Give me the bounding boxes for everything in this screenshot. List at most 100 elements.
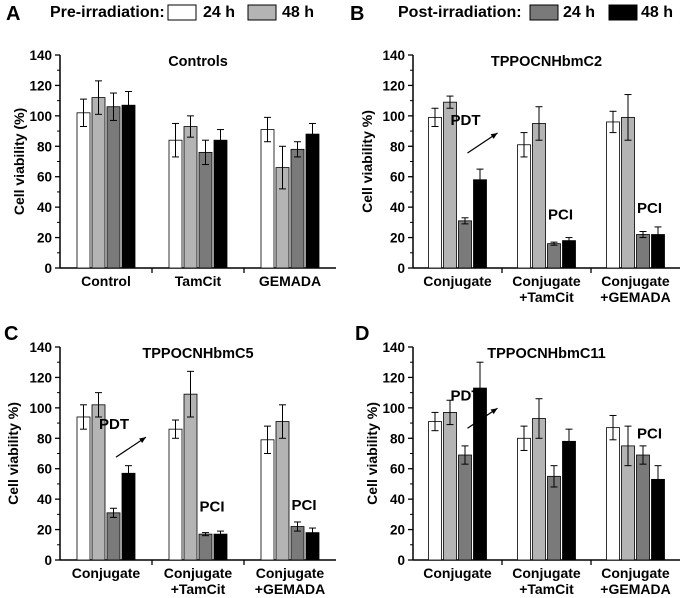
- y-tick-label: 100: [382, 109, 405, 124]
- legend-post-48h-label: 48 h: [641, 4, 673, 21]
- panel-c: C TPPOCNHbmC5 Cell viability %) 0 20 40 60 80 10…: [4, 323, 336, 597]
- bar-d-g1-s2: [547, 475, 561, 561]
- x-category-label: Control: [81, 273, 131, 289]
- y-tick-label: 0: [44, 553, 52, 568]
- bar-a-g0-s2: [106, 106, 121, 269]
- x-category-label: +TamCit: [171, 581, 226, 597]
- bar-c-g1-s3: [213, 533, 228, 561]
- bar-d-g1-s1: [532, 418, 546, 561]
- chart-title: TPPOCNHbmC11: [487, 346, 605, 362]
- annotation-pdt: PDT: [451, 112, 481, 129]
- bar-c-g0-s3: [121, 472, 136, 561]
- y-tick-label: 100: [29, 401, 52, 416]
- y-tick-label: 20: [390, 523, 405, 538]
- pdt-arrow-head: [139, 437, 146, 444]
- annotation-pdt: PDT: [451, 387, 481, 404]
- pdt-arrow-head: [490, 408, 498, 415]
- x-category-label: Conjugate: [164, 565, 233, 581]
- legend-pre-24h-swatch: [167, 4, 197, 21]
- legend-pre-48h-label: 48 h: [282, 4, 314, 21]
- y-tick-label: 60: [390, 462, 405, 477]
- y-tick-label: 20: [390, 231, 405, 246]
- y-tick-label: 40: [390, 200, 405, 215]
- y-tick-label: 60: [37, 462, 52, 477]
- y-tick-label: 60: [390, 170, 405, 185]
- y-tick-label: 40: [37, 200, 52, 215]
- x-category-label: +TamCit: [519, 581, 574, 597]
- chart-title: TPPOCNHbmC2: [491, 54, 602, 70]
- x-category-label: Conjugate: [512, 565, 581, 581]
- x-category-label: Conjugate: [512, 273, 581, 289]
- x-category-label: Conjugate: [423, 273, 492, 289]
- panel-b: B TPPOCNHbmC2 Cell viability %) 0 20 40 60 80 10…: [350, 3, 680, 305]
- bar-d-g1-s3: [562, 440, 576, 561]
- panel-a: A Controls Cell viability (%) 0 20 40 60 80 100 1…: [6, 3, 336, 289]
- bar-b-g0-s2: [458, 220, 472, 269]
- x-category-label: +GEMADA: [255, 581, 325, 597]
- y-tick-label: 140: [29, 48, 52, 63]
- y-tick-label: 80: [390, 431, 405, 446]
- bar-c-g1-s2: [198, 533, 213, 561]
- x-category-label: GEMADA: [259, 273, 321, 289]
- bar-a-g0-s3: [121, 104, 136, 269]
- y-tick-label: 100: [29, 109, 52, 124]
- annotation-pci: PCI: [291, 497, 316, 514]
- bar-a-g1-s2: [198, 151, 213, 269]
- y-tick-label: 20: [37, 231, 52, 246]
- bar-a-g1-s0: [168, 139, 183, 269]
- y-tick-label: 80: [390, 139, 405, 154]
- y-tick-label: 20: [37, 523, 52, 538]
- legend-post-48h-swatch: [608, 4, 638, 21]
- bar-c-g1-s1: [183, 393, 198, 561]
- bar-c-g0-s0: [76, 416, 91, 561]
- bar-a-g1-s3: [213, 139, 228, 269]
- bar-d-g2-s2: [636, 454, 650, 561]
- bar-c-g0-s2: [106, 512, 121, 561]
- y-tick-label: 140: [382, 48, 405, 63]
- y-tick-label: 0: [44, 261, 52, 276]
- y-tick-label: 140: [382, 340, 405, 355]
- annotation-pci: PCI: [637, 425, 662, 442]
- bar-d-g0-s0: [428, 421, 442, 561]
- y-tick-label: 140: [29, 340, 52, 355]
- x-category-label: Conjugate: [256, 565, 325, 581]
- y-tick-label: 120: [29, 78, 52, 93]
- bar-a-g1-s1: [183, 126, 198, 269]
- panel-letter: B: [350, 3, 364, 25]
- bar-b-g1-s3: [562, 240, 576, 269]
- x-category-label: TamCit: [175, 273, 222, 289]
- pdt-arrow-head: [490, 132, 498, 139]
- y-tick-label: 60: [37, 170, 52, 185]
- x-category-label: Conjugate: [423, 565, 492, 581]
- y-tick-label: 100: [382, 401, 405, 416]
- x-category-label: +GEMADA: [600, 581, 670, 597]
- x-category-label: Conjugate: [601, 273, 670, 289]
- bar-a-g0-s1: [91, 97, 106, 269]
- bar-b-g2-s2: [636, 234, 650, 269]
- bar-c-g2-s1: [275, 421, 290, 561]
- bar-a-g2-s2: [290, 148, 305, 269]
- bar-b-g1-s0: [517, 144, 531, 269]
- bar-d-g0-s1: [443, 412, 457, 561]
- bar-c-g1-s0: [168, 428, 183, 561]
- annotation-pdt: PDT: [99, 416, 129, 433]
- y-tick-label: 120: [29, 370, 52, 385]
- annotation-pci: PCI: [199, 498, 224, 515]
- bar-b-g1-s2: [547, 243, 561, 269]
- y-axis-label: Cell viability %): [364, 402, 380, 505]
- annotation-pci: PCI: [637, 200, 662, 217]
- y-tick-label: 120: [382, 78, 405, 93]
- legend-pre-label: Pre-irradiation:: [50, 4, 165, 21]
- panel-d: D TPPOCNHbmC11 Cell viability %) 0 20 40 60 80 1…: [355, 323, 680, 597]
- bar-a-g0-s0: [76, 112, 91, 269]
- legend-post-24h-swatch: [529, 4, 559, 21]
- x-category-label: Conjugate: [72, 565, 141, 581]
- bar-b-g0-s3: [473, 179, 487, 269]
- y-tick-label: 0: [397, 261, 405, 276]
- y-tick-label: 40: [390, 492, 405, 507]
- y-axis-label: Cell viability %): [359, 110, 375, 213]
- panel-letter: D: [355, 323, 369, 345]
- legend-post-24h-label: 24 h: [563, 4, 595, 21]
- y-axis-label: Cell viability (%): [11, 108, 27, 215]
- chart-panels: A Controls Cell viability (%) 0 20 40 60 80 100 1…: [4, 3, 680, 597]
